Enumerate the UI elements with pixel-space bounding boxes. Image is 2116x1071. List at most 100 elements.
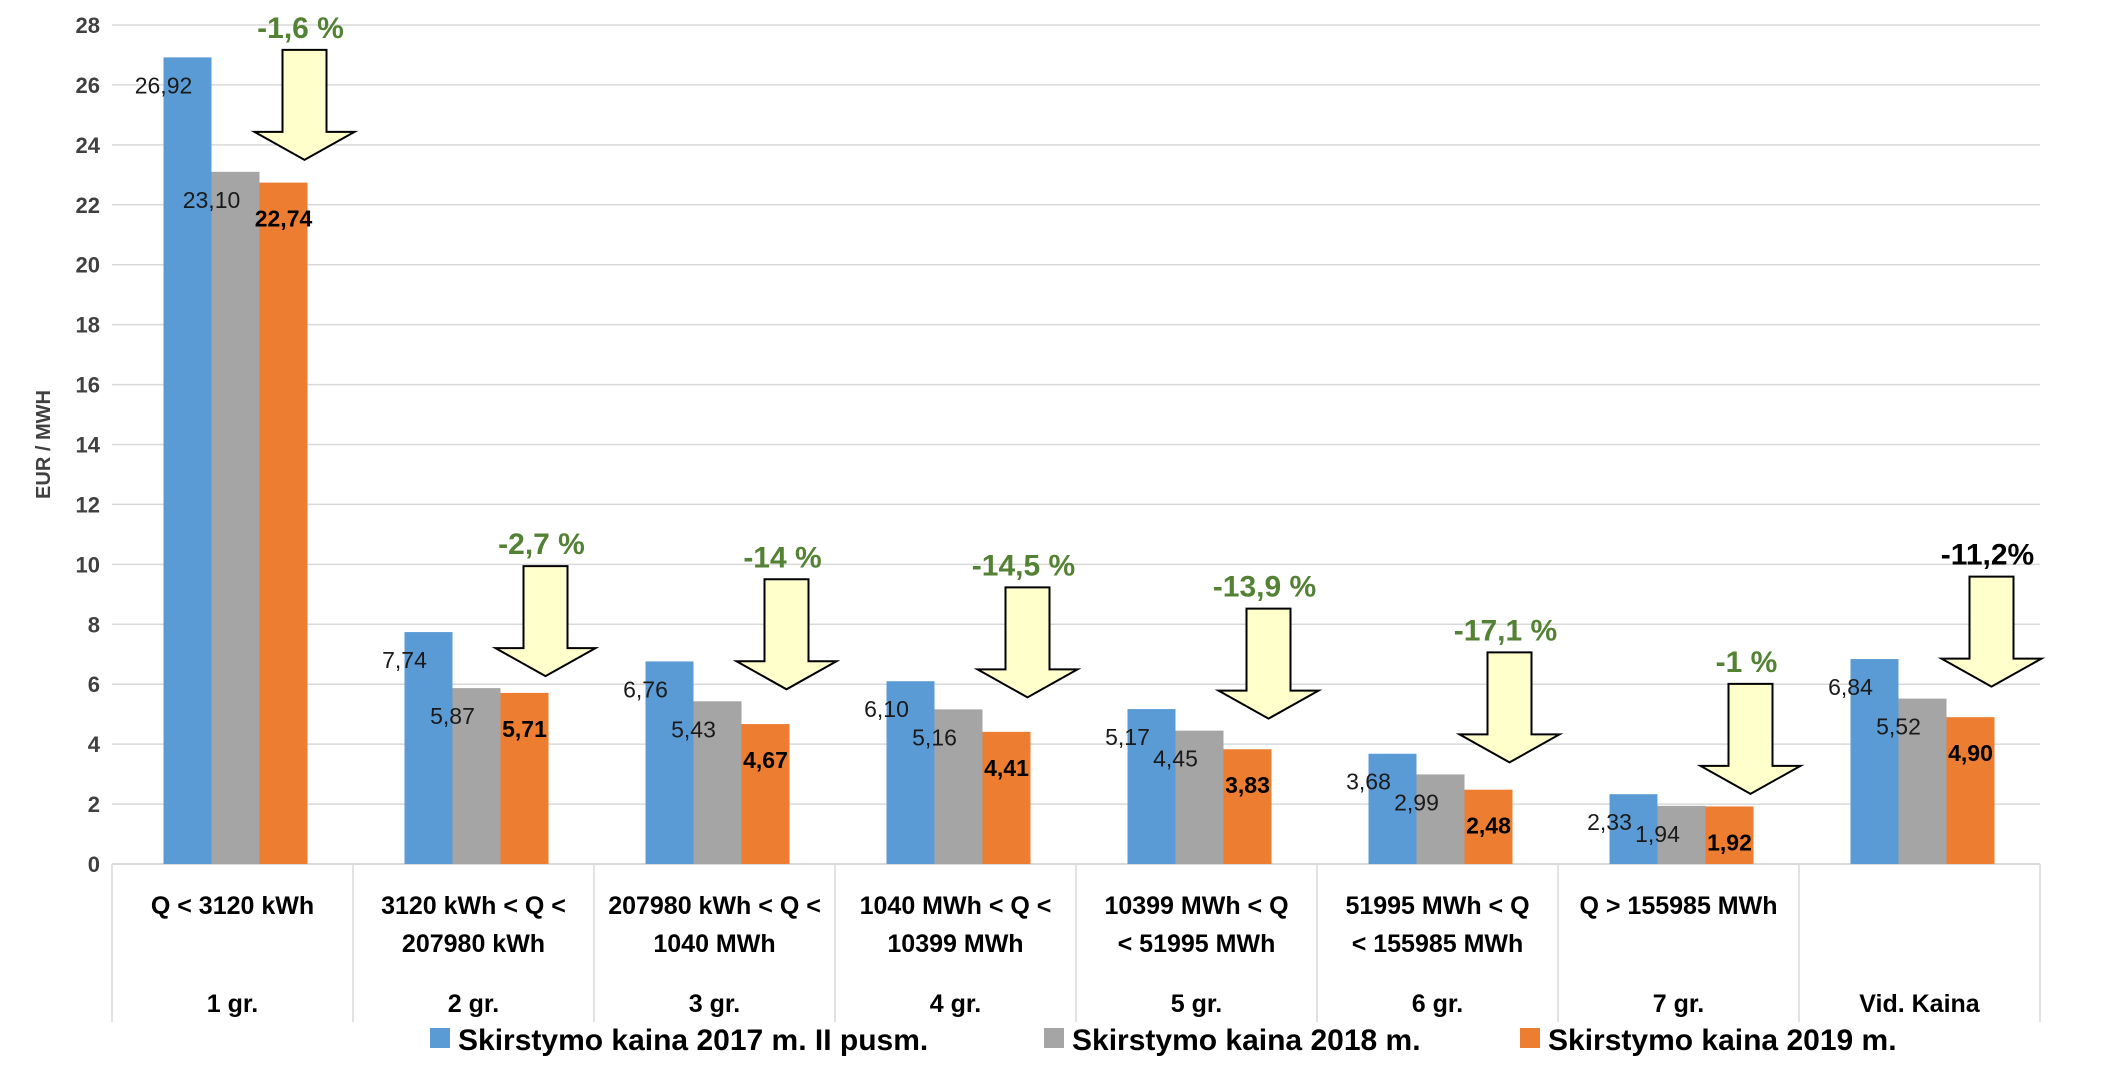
bar bbox=[1223, 749, 1272, 864]
category-group-label: 3 gr. bbox=[689, 990, 740, 1018]
y-tick-label: 10 bbox=[76, 552, 100, 577]
bar bbox=[1127, 709, 1176, 864]
down-arrow-icon bbox=[1214, 607, 1323, 720]
y-tick-label: 6 bbox=[88, 672, 100, 697]
bar bbox=[500, 692, 549, 864]
y-tick-label: 4 bbox=[88, 732, 101, 757]
bar bbox=[1175, 730, 1224, 864]
data-label: 5,52 bbox=[1876, 714, 1921, 740]
bar bbox=[163, 57, 212, 864]
data-label: 23,10 bbox=[183, 187, 241, 213]
legend-label: Skirstymo kaina 2018 m. bbox=[1072, 1024, 1421, 1057]
category-group-label: 5 gr. bbox=[1171, 990, 1222, 1018]
data-label: 2,48 bbox=[1466, 813, 1511, 839]
data-label: 7,74 bbox=[382, 647, 427, 673]
y-tick-label: 16 bbox=[76, 373, 100, 398]
legend-swatch bbox=[1044, 1028, 1064, 1048]
bar bbox=[1657, 805, 1706, 864]
y-tick-label: 8 bbox=[88, 612, 100, 637]
y-tick-label: 24 bbox=[76, 133, 101, 158]
down-arrow-icon bbox=[973, 586, 1082, 699]
bar bbox=[1609, 794, 1658, 864]
bar bbox=[645, 661, 694, 864]
legend-label: Skirstymo kaina 2019 m. bbox=[1548, 1024, 1897, 1057]
percent-change-label: -1 % bbox=[1716, 646, 1778, 679]
category-group-label: 4 gr. bbox=[930, 990, 981, 1018]
data-label: 1,94 bbox=[1635, 821, 1680, 847]
bar bbox=[934, 709, 983, 864]
category-range-label: 51995 MWh < Q bbox=[1345, 892, 1529, 920]
category-range-label: 207980 kWh bbox=[402, 930, 545, 958]
category-range-label: 3120 kWh < Q < bbox=[381, 892, 566, 920]
category-group-label: 1 gr. bbox=[207, 990, 258, 1018]
category-range-label: 10399 MWh bbox=[887, 930, 1023, 958]
category-group-label: 7 gr. bbox=[1653, 990, 1704, 1018]
data-label: 22,74 bbox=[255, 206, 313, 232]
category-group-label: Vid. Kaina bbox=[1859, 990, 1981, 1018]
y-tick-label: 14 bbox=[76, 433, 101, 458]
percent-change-label: -14,5 % bbox=[972, 549, 1075, 582]
data-label: 2,33 bbox=[1587, 809, 1632, 835]
percent-change-label: -13,9 % bbox=[1213, 571, 1316, 604]
bar bbox=[1464, 789, 1513, 864]
data-label: 5,16 bbox=[912, 724, 957, 750]
category-group-label: 6 gr. bbox=[1412, 990, 1463, 1018]
data-label: 4,90 bbox=[1948, 740, 1993, 766]
bar bbox=[1946, 717, 1995, 864]
y-axis-label: EUR / MWH bbox=[33, 390, 55, 499]
y-tick-label: 22 bbox=[76, 193, 100, 218]
bar bbox=[1416, 774, 1465, 864]
down-arrow-icon bbox=[1696, 682, 1805, 796]
bar bbox=[741, 724, 790, 864]
y-tick-label: 2 bbox=[88, 792, 100, 817]
data-label: 5,87 bbox=[430, 703, 475, 729]
data-label: 5,43 bbox=[671, 716, 716, 742]
bar bbox=[1705, 806, 1754, 864]
bar bbox=[1850, 659, 1899, 864]
category-group-label: 2 gr. bbox=[448, 990, 499, 1018]
bar bbox=[211, 171, 260, 864]
y-tick-label: 12 bbox=[76, 492, 100, 517]
legend-swatch bbox=[1520, 1028, 1540, 1048]
y-tick-label: 18 bbox=[76, 313, 100, 338]
down-arrow-icon bbox=[732, 578, 841, 691]
data-label: 6,84 bbox=[1828, 674, 1873, 700]
down-arrow-icon bbox=[1937, 575, 2046, 688]
data-label: 5,17 bbox=[1105, 724, 1150, 750]
down-arrow-icon bbox=[250, 48, 359, 161]
category-range-label: 1040 MWh bbox=[653, 930, 775, 958]
category-range-label: 1040 MWh < Q < bbox=[860, 892, 1052, 920]
bar bbox=[886, 681, 935, 864]
data-label: 26,92 bbox=[135, 72, 193, 98]
bar bbox=[452, 688, 501, 864]
bar bbox=[982, 731, 1031, 864]
category-range-label: Q > 155985 MWh bbox=[1580, 892, 1778, 920]
data-label: 4,41 bbox=[984, 755, 1029, 781]
bar bbox=[259, 182, 308, 865]
percent-change-label: -17,1 % bbox=[1454, 614, 1557, 647]
data-label: 5,71 bbox=[502, 716, 547, 742]
data-label: 4,67 bbox=[743, 747, 788, 773]
category-range-label: < 155985 MWh bbox=[1352, 930, 1524, 958]
category-range-label: 207980 kWh < Q < bbox=[608, 892, 821, 920]
y-tick-label: 20 bbox=[76, 253, 100, 278]
legend-label: Skirstymo kaina 2017 m. II pusm. bbox=[458, 1024, 928, 1057]
data-label: 6,76 bbox=[623, 676, 668, 702]
data-label: 3,68 bbox=[1346, 769, 1391, 795]
data-label: 4,45 bbox=[1153, 746, 1198, 772]
bar bbox=[1898, 698, 1947, 864]
down-arrow-icon bbox=[1455, 651, 1564, 764]
legend-swatch bbox=[430, 1028, 450, 1048]
percent-change-label: -11,2% bbox=[1941, 539, 2034, 572]
bar bbox=[693, 701, 742, 864]
percent-change-label: -14 % bbox=[743, 541, 821, 574]
down-arrow-icon bbox=[491, 565, 600, 678]
category-range-label: Q < 3120 kWh bbox=[151, 892, 314, 920]
percent-change-label: -1,6 % bbox=[257, 12, 344, 45]
category-range-label: 10399 MWh < Q bbox=[1104, 892, 1288, 920]
category-range-label: < 51995 MWh bbox=[1118, 930, 1276, 958]
data-label: 3,83 bbox=[1225, 772, 1270, 798]
y-tick-label: 26 bbox=[76, 73, 100, 98]
